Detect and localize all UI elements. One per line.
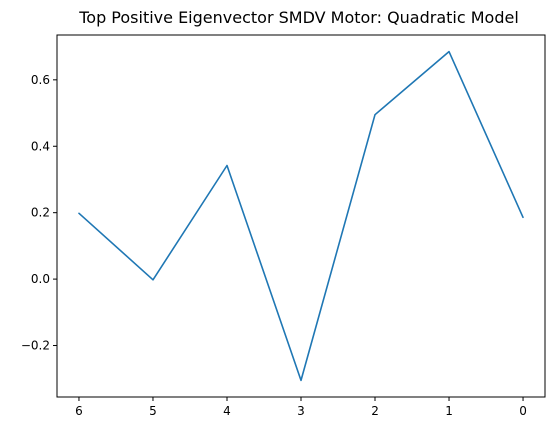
y-tick-label-0: −0.2: [21, 339, 50, 353]
x-tick-label-0: 0: [519, 404, 527, 418]
y-tick-label-4: 0.6: [31, 73, 50, 87]
x-tick-label-4: 4: [223, 404, 231, 418]
plot-area: [79, 52, 523, 381]
y-axis: −0.2 0.0 0.2 0.4 0.6: [21, 73, 57, 353]
y-tick-label-1: 0.0: [31, 272, 50, 286]
x-tick-label-2: 2: [371, 404, 379, 418]
x-tick-label-6: 6: [75, 404, 83, 418]
x-tick-label-1: 1: [445, 404, 453, 418]
y-tick-label-2: 0.2: [31, 206, 50, 220]
x-tick-label-3: 3: [297, 404, 305, 418]
y-tick-label-3: 0.4: [31, 139, 50, 153]
series-line-0: [79, 52, 523, 381]
x-axis: 6 5 4 3 2 1 0: [75, 397, 527, 418]
chart-title: Top Positive Eigenvector SMDV Motor: Qua…: [78, 8, 519, 27]
x-tick-label-5: 5: [149, 404, 157, 418]
axes-frame: [57, 35, 545, 397]
